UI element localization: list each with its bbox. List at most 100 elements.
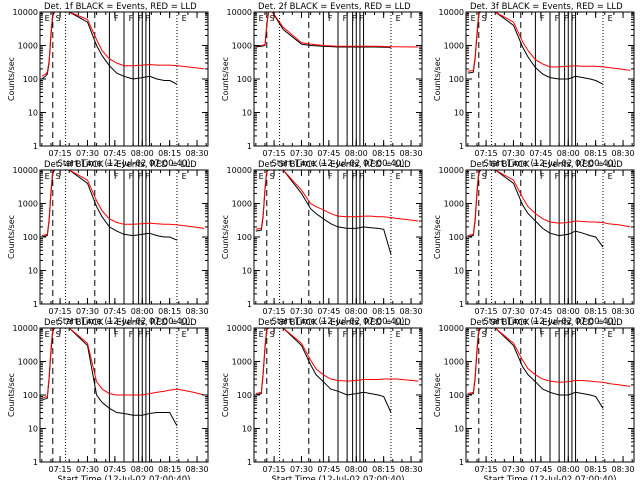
y-tick-label: 1 <box>247 458 252 467</box>
region-label: F <box>343 330 348 339</box>
x-tick-label: 07:45 <box>103 307 126 316</box>
x-tick-label: 08:00 <box>345 149 368 158</box>
x-tick-label: 08:30 <box>612 465 635 474</box>
x-axis-label: Start Time (12-Jul-02 07:00:40) <box>272 159 405 169</box>
lld-series-line <box>255 328 419 395</box>
region-label: F <box>138 330 143 339</box>
y-tick-label: 10 <box>28 425 38 434</box>
x-axis-label: Start Time (12-Jul-02 07:00:40) <box>484 159 617 169</box>
y-tick-label: 10 <box>28 109 38 118</box>
y-tick-label: 1 <box>247 300 252 309</box>
y-tick-label: 1000 <box>232 200 252 209</box>
region-label: E <box>608 14 613 23</box>
x-tick-label: 08:30 <box>612 307 635 316</box>
x-tick-label: 08:00 <box>557 465 580 474</box>
y-tick-label: 1 <box>459 458 464 467</box>
x-tick-label: 07:30 <box>76 465 99 474</box>
y-tick-label: 1000 <box>444 42 464 51</box>
region-label: S <box>270 172 275 181</box>
region-label: E <box>471 172 476 181</box>
region-label: F <box>328 14 333 23</box>
x-tick-label: 08:30 <box>400 465 423 474</box>
x-tick-label: 08:00 <box>131 149 154 158</box>
x-axis-label: Start Time (12-Jul-02 07:00:40) <box>58 159 191 169</box>
x-tick-label: 08:00 <box>345 465 368 474</box>
region-label: F <box>359 330 364 339</box>
x-tick-label: 07:45 <box>103 149 126 158</box>
y-axis-label: Counts/sec <box>7 373 16 417</box>
x-tick-label: 08:15 <box>158 307 181 316</box>
lld-series-line <box>467 12 631 72</box>
chart-title: Det. 7f BLACK = Events, RED = LLD <box>44 318 197 328</box>
chart-panel-5: 1 10 100 1000 10000 07:15 07:30 07:45 08:00 08:15… <box>221 160 423 327</box>
region-label: F <box>138 172 143 181</box>
y-tick-label: 1000 <box>232 42 252 51</box>
region-label: F <box>555 14 560 23</box>
region-label: S <box>482 14 487 23</box>
x-tick-label: 07:15 <box>263 465 286 474</box>
chart-panel-6: 1 10 100 1000 10000 07:15 07:30 07:45 08:00 08:15… <box>433 160 635 327</box>
y-tick-label: 1000 <box>18 42 38 51</box>
region-label: F <box>564 14 569 23</box>
x-tick-label: 07:45 <box>103 465 126 474</box>
y-tick-label: 1 <box>247 142 252 151</box>
y-tick-label: 1000 <box>18 200 38 209</box>
region-label: F <box>114 330 119 339</box>
x-tick-label: 08:30 <box>400 307 423 316</box>
x-tick-label: 07:15 <box>263 307 286 316</box>
region-label: S <box>482 172 487 181</box>
region-label: S <box>56 330 61 339</box>
chart-panel-7: 1 10 100 1000 10000 07:15 07:30 07:45 08:00 08:15… <box>7 318 209 480</box>
x-axis-label: Start Time (12-Jul-02 07:00:40) <box>484 317 617 327</box>
x-axis-label: Start Time (12-Jul-02 07:00:40) <box>484 475 617 480</box>
region-label: F <box>359 14 364 23</box>
x-tick-label: 07:30 <box>502 149 525 158</box>
region-label: F <box>145 330 150 339</box>
region-label: F <box>328 330 333 339</box>
lld-series-line <box>41 170 205 237</box>
region-label: F <box>145 172 150 181</box>
x-tick-label: 08:00 <box>557 149 580 158</box>
x-tick-label: 07:30 <box>290 149 313 158</box>
y-tick-label: 100 <box>23 233 38 242</box>
y-axis-label: Counts/sec <box>7 215 16 259</box>
y-tick-label: 10000 <box>13 8 38 17</box>
y-tick-label: 1000 <box>444 200 464 209</box>
y-tick-label: 10 <box>454 109 464 118</box>
y-axis-label: Counts/sec <box>221 215 230 259</box>
region-label: E <box>396 330 401 339</box>
chart-title: Det. 8f BLACK = Events, RED = LLD <box>258 318 411 328</box>
chart-title: Det. 1f BLACK = Events, RED = LLD <box>44 2 197 12</box>
y-tick-label: 10 <box>454 267 464 276</box>
x-tick-label: 08:15 <box>372 307 395 316</box>
y-axis-label: Counts/sec <box>433 215 442 259</box>
region-label: F <box>138 14 143 23</box>
region-label: E <box>182 172 187 181</box>
y-tick-label: 10000 <box>227 324 252 333</box>
region-label: F <box>328 172 333 181</box>
chart-panel-9: 1 10 100 1000 10000 07:15 07:30 07:45 08:00 08:15… <box>433 318 635 480</box>
x-tick-label: 07:15 <box>49 149 72 158</box>
region-label: E <box>471 330 476 339</box>
region-label: F <box>540 14 545 23</box>
y-tick-label: 10000 <box>439 324 464 333</box>
x-tick-label: 07:45 <box>317 465 340 474</box>
region-label: F <box>571 330 576 339</box>
lld-series-line <box>41 12 205 77</box>
x-tick-label: 08:15 <box>158 465 181 474</box>
y-tick-label: 10 <box>242 267 252 276</box>
region-label: E <box>45 330 50 339</box>
y-tick-label: 10 <box>454 425 464 434</box>
chart-panel-1: 1 10 100 1000 10000 07:15 07:30 07:45 08:00 08:15… <box>7 2 209 169</box>
x-tick-label: 08:30 <box>186 307 209 316</box>
x-axis-label: Start Time (12-Jul-02 07:00:40) <box>58 317 191 327</box>
y-tick-label: 10000 <box>13 166 38 175</box>
chart-title: Det. 3f BLACK = Events, RED = LLD <box>470 2 623 12</box>
y-tick-label: 1000 <box>232 358 252 367</box>
region-label: E <box>471 14 476 23</box>
chart-panel-4: 1 10 100 1000 10000 07:15 07:30 07:45 08:00 08:15… <box>7 160 209 327</box>
y-tick-label: 10000 <box>439 166 464 175</box>
x-tick-label: 08:15 <box>584 149 607 158</box>
